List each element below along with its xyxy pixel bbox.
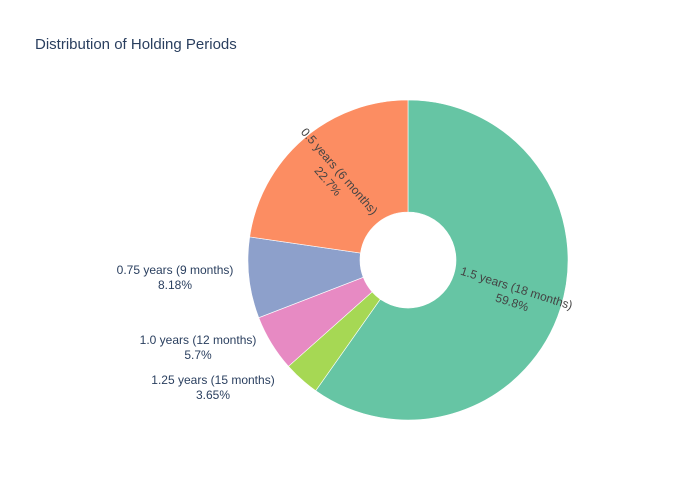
pie-slice-1-5-years-18-months[interactable] xyxy=(315,99,569,421)
slice-label: 1.25 years (15 months) xyxy=(151,373,274,387)
slice-percent-label: 5.7% xyxy=(184,348,212,362)
slice-percent-label: 3.65% xyxy=(196,388,230,402)
chart-title: Distribution of Holding Periods xyxy=(35,36,237,53)
slice-percent-label: 8.18% xyxy=(158,278,192,292)
pie-slice-0-5-years-6-months[interactable] xyxy=(249,99,409,254)
slice-label: 0.75 years (9 months) xyxy=(117,263,234,277)
slice-label: 1.0 years (12 months) xyxy=(140,333,257,347)
